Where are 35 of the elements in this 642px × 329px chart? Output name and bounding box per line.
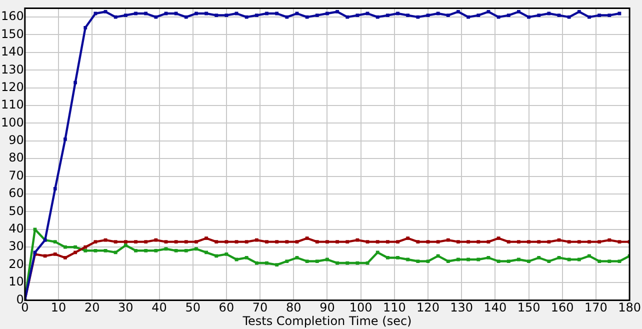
y-tick-label: 70: [8, 168, 24, 182]
y-tick-label: 110: [1, 98, 24, 112]
x-tick-label: 170: [584, 300, 608, 315]
y-tick-label: 150: [1, 26, 24, 41]
y-tick-label: 160: [1, 9, 24, 24]
y-tick-label: 30: [8, 239, 24, 254]
y-tick-label: 90: [8, 133, 24, 148]
y-tick-label: 10: [8, 274, 24, 289]
x-tick-label: 30: [118, 300, 134, 315]
x-tick-label: 20: [84, 300, 100, 315]
y-tick-label: 50: [8, 204, 24, 218]
x-tick-label: 120: [416, 300, 440, 315]
x-tick-label: 80: [286, 300, 302, 315]
x-tick-label: 150: [517, 300, 540, 315]
y-tick-label: 20: [8, 256, 24, 271]
y-tick-label: 120: [1, 80, 24, 94]
x-tick-label: 140: [484, 300, 507, 315]
x-tick-label: 110: [382, 300, 406, 315]
x-tick-label: 100: [349, 300, 372, 315]
x-tick-label: 130: [450, 300, 474, 315]
x-axis-title: Tests Completion Time (sec): [242, 314, 412, 328]
y-tick-label: 100: [1, 115, 24, 130]
y-tick-label: 140: [1, 44, 24, 59]
y-tick-label: 130: [1, 62, 24, 76]
y-tick-label: 60: [8, 186, 24, 200]
x-tick-label: 90: [320, 300, 335, 315]
x-tick-label: 10: [50, 300, 66, 315]
x-tick-label: 160: [550, 300, 574, 315]
y-tick-label: 80: [8, 150, 24, 165]
x-tick-label: 60: [218, 300, 234, 315]
x-tick-label: 70: [252, 300, 268, 315]
y-tick-label: 40: [8, 222, 24, 236]
x-tick-label: 40: [152, 300, 167, 315]
x-tick-label: 50: [185, 300, 200, 315]
x-tick-label: 180: [618, 300, 641, 315]
